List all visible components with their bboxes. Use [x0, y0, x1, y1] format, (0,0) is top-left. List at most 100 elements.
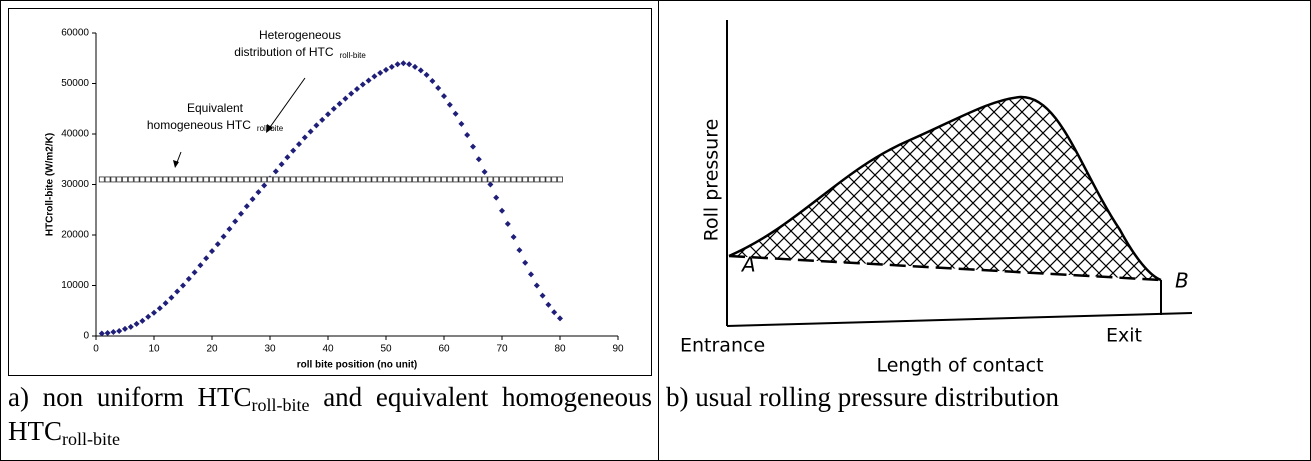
- y-tick-label: 10000: [61, 280, 89, 291]
- y-tick-label: 60000: [61, 28, 89, 39]
- point: [307, 128, 314, 135]
- point: [330, 176, 337, 183]
- point: [522, 176, 529, 183]
- point: [354, 86, 360, 93]
- x-tick-label: 20: [206, 344, 218, 355]
- point: [504, 176, 511, 183]
- point: [330, 105, 337, 112]
- point: [209, 248, 215, 255]
- point: [499, 207, 505, 214]
- point: [493, 176, 500, 183]
- point: [116, 327, 123, 334]
- point: [458, 120, 465, 127]
- point: [290, 176, 297, 183]
- point: [243, 203, 250, 210]
- point: [104, 329, 111, 336]
- point: [232, 176, 239, 183]
- point: [145, 176, 152, 183]
- point: [238, 210, 244, 217]
- point: [209, 176, 215, 183]
- point: [394, 61, 401, 68]
- point: [452, 110, 459, 117]
- y-tick-label: 0: [83, 331, 89, 342]
- point: [348, 90, 355, 97]
- point: [504, 220, 511, 227]
- point: [429, 176, 436, 183]
- divider: [658, 0, 659, 461]
- point: [243, 176, 250, 183]
- caption-subscript: roll-bite: [62, 429, 120, 449]
- point: [122, 176, 128, 183]
- point: [557, 176, 563, 183]
- point: [180, 282, 186, 289]
- point: [197, 176, 204, 183]
- point: [197, 262, 204, 269]
- point: [383, 66, 389, 73]
- point: [255, 189, 262, 196]
- point: [481, 176, 488, 183]
- point: [185, 275, 192, 282]
- point: [377, 69, 384, 76]
- point: [133, 176, 140, 183]
- point: [272, 168, 279, 175]
- point: [452, 176, 459, 183]
- point: [325, 111, 331, 118]
- point: [278, 176, 285, 183]
- point: [371, 73, 378, 80]
- point: [301, 134, 308, 141]
- x-tick-label: 70: [496, 344, 508, 355]
- x-tick-label: 0: [93, 344, 99, 355]
- point: [220, 176, 227, 183]
- point: [528, 176, 534, 183]
- annotation-text: Equivalent: [187, 101, 244, 115]
- point: [464, 132, 471, 139]
- point: [220, 233, 227, 240]
- point: [168, 294, 175, 301]
- point: [185, 176, 192, 183]
- point: [551, 309, 558, 316]
- point: [446, 176, 453, 183]
- point: [174, 288, 181, 295]
- point: [127, 176, 134, 183]
- point: [429, 77, 436, 84]
- point: [319, 176, 326, 183]
- arrow-head: [266, 124, 273, 133]
- annotation: Equivalent: [187, 101, 244, 115]
- point: [412, 176, 418, 183]
- annotation-subscript: roll-bite: [340, 51, 367, 60]
- point: [406, 61, 413, 68]
- point: [435, 176, 442, 183]
- point: [528, 271, 534, 278]
- point: [174, 176, 181, 183]
- y-tick-label: 30000: [61, 179, 89, 190]
- point: [423, 176, 430, 183]
- point: [475, 176, 482, 183]
- annotation-text: Heterogeneous: [259, 28, 341, 42]
- point: [394, 176, 401, 183]
- point: [446, 101, 453, 108]
- point: [151, 309, 157, 316]
- point: [313, 176, 320, 183]
- point: [487, 176, 494, 183]
- point: [214, 176, 221, 183]
- point: [388, 176, 395, 183]
- point: [371, 176, 378, 183]
- point: [284, 176, 291, 183]
- y-tick-label: 40000: [61, 129, 89, 140]
- point: [145, 313, 152, 320]
- point: [122, 325, 128, 332]
- point: [272, 176, 279, 183]
- point: [464, 176, 471, 183]
- arrow-head: [173, 160, 179, 168]
- point: [284, 154, 291, 161]
- point: [533, 282, 540, 289]
- point: [168, 176, 175, 183]
- annotation-text: distribution of HTC: [234, 45, 334, 59]
- point: [522, 259, 529, 266]
- point: [406, 176, 413, 183]
- chart-box: [8, 8, 652, 376]
- point: [255, 176, 262, 183]
- point: [475, 156, 482, 163]
- point: [383, 176, 389, 183]
- y-tick-label: 20000: [61, 230, 89, 241]
